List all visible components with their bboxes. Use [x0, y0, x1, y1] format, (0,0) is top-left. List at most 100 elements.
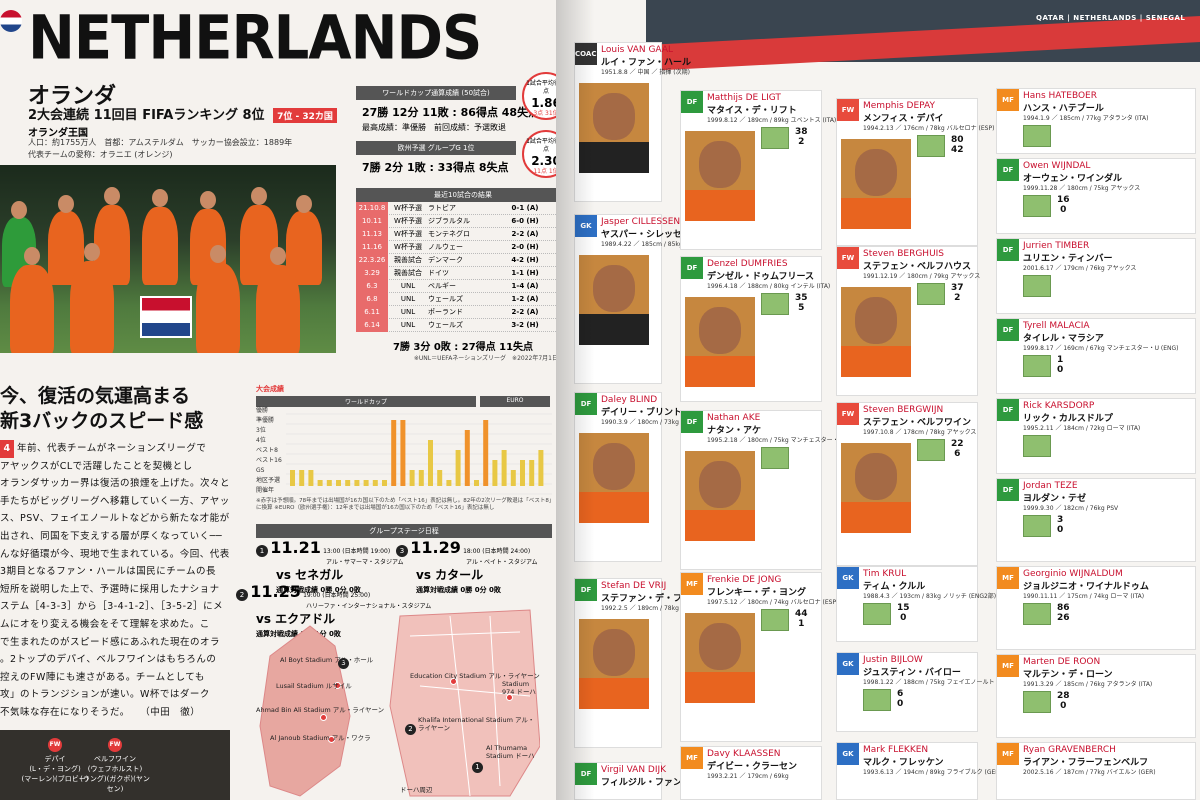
map-label: Stadium 974 ドーハ — [502, 680, 536, 696]
player-face — [593, 93, 635, 140]
doha-map-shape — [389, 609, 541, 797]
position-badge: MF — [997, 89, 1019, 111]
goals-count: 5 — [798, 303, 805, 313]
official-name: オランダ王国 — [28, 128, 88, 139]
venue-dot — [506, 694, 513, 701]
result-score: 1-2 (A) — [511, 295, 539, 303]
results-header: 最近10試合の結果 — [356, 188, 570, 202]
result-row: 3.29 親善試合 ドイツ 1-1 (H) — [356, 266, 570, 280]
tournament-bar — [501, 450, 507, 486]
player-name-en: Nathan AKE — [707, 413, 761, 423]
key-player-sub: (ラング)(ガクポ)(ヤンセン) — [80, 775, 150, 793]
player-face — [699, 141, 741, 188]
circle-value: 2.30 — [531, 154, 561, 168]
goals-count: 0 — [1057, 365, 1064, 375]
player-photo — [841, 139, 911, 229]
match-time: 13:00 (日本時間 19:00) — [323, 548, 391, 555]
player-name-jp: ナタン・アケ — [707, 426, 762, 436]
team-flag-banner — [140, 296, 192, 338]
player-meta: 2002.5.16 ／ 187cm / 77kg バイエルン (GER) — [1023, 769, 1156, 776]
goals-count: 2 — [954, 293, 961, 303]
player-photo — [685, 297, 755, 387]
position-badge: DF — [575, 579, 597, 601]
player-name-en: Louis VAN GAAL — [601, 45, 673, 55]
result-opponent: ベルギー — [428, 282, 456, 290]
wc-record-header: ワールドカップ通算成績 (50試合) — [356, 86, 516, 100]
tournament-row-label: 開催年 — [256, 486, 274, 494]
article-line-text: ムにオをり変える機会をそて理解を求めた。こ — [0, 618, 210, 630]
player-photo — [685, 613, 755, 703]
position-pitch-icon — [761, 447, 789, 469]
result-score: 2-0 (H) — [511, 243, 539, 251]
position-badge: COACH — [575, 43, 602, 65]
player-shirt — [685, 672, 755, 703]
position-badge: GK — [837, 567, 859, 589]
goals-count: 1 — [798, 619, 805, 629]
result-date: 11.13 — [356, 227, 388, 241]
goals-count: 2 — [798, 137, 805, 147]
result-opponent: ウェールズ — [428, 295, 463, 303]
player-photo — [841, 443, 911, 533]
result-score: 0-1 (A) — [511, 204, 539, 212]
result-row: 10.11 W杯予選 ジブラルタル 6-0 (H) — [356, 214, 570, 228]
player-name-en: Tim KRUL — [863, 569, 907, 579]
tab-worldcup: ワールドカップ — [256, 396, 476, 407]
player-name-en: Frenkie DE JONG — [707, 575, 782, 585]
player-name-en: Hans HATEBOER — [1023, 91, 1097, 101]
position-badge: FW — [837, 403, 859, 425]
article-line-text: アヤックスがCLで活躍したことを契機とし — [0, 460, 193, 472]
goals-count: 42 — [951, 145, 964, 155]
position-pitch-icon — [1023, 515, 1051, 537]
player-photo — [579, 83, 649, 173]
player-meta: 1991.3.29 ／ 185cm / 76kg アタランタ (ITA) — [1023, 681, 1153, 688]
result-opponent: ウェールズ — [428, 321, 463, 329]
rank-badge: 7位 - 32カ国 — [273, 108, 337, 123]
key-player-name: デパイ — [44, 755, 66, 763]
player-meta: 1997.10.8 ／ 178cm / 78kg アヤックス — [863, 429, 977, 436]
player-head — [251, 187, 267, 205]
match-record: 通算対戦成績 0勝 0分 0敗 — [276, 586, 361, 594]
match-number: 3 — [396, 545, 408, 557]
result-date: 6.8 — [356, 292, 388, 306]
player-name-jp: ジョルジニオ・ワイナルドゥム — [1023, 582, 1149, 592]
article-line: ス、PSV、フェイエノールトなどから新たな才能が — [0, 510, 238, 528]
map-label: Al Thumama Stadium ドーハ — [486, 744, 535, 760]
position-badge: GK — [837, 743, 859, 765]
match-opponent: vs セネガル — [276, 568, 344, 582]
tab-euro: EURO — [480, 396, 550, 407]
player-shirt — [841, 502, 911, 533]
tournament-bar — [326, 480, 332, 486]
position-pitch-icon — [917, 439, 945, 461]
position-pitch-icon — [917, 283, 945, 305]
player-card: DF Owen WIJNDAL オーウェン・ワインダル 1999.11.28 ／ 18… — [996, 158, 1196, 234]
result-date: 6.11 — [356, 305, 388, 319]
player-name-en: Davy KLAASSEN — [707, 749, 781, 759]
article-line: 手たちがビッグリーグへ移籍していく一方、アヤッ — [0, 493, 238, 511]
tournament-bar — [400, 420, 406, 486]
article-line-text: 控えのFW陣にも速さがある。チームとしても — [0, 671, 205, 683]
player-card: DF Virgil VAN DIJK フィルジル・ファン・ダイク — [574, 762, 718, 800]
caps-count: 86 — [1057, 603, 1070, 613]
position-pitch-icon — [1023, 603, 1051, 625]
position-badge: MF — [681, 747, 703, 769]
result-date: 10.11 — [356, 214, 388, 228]
caps-count: 6 — [897, 689, 904, 699]
tournament-bar — [483, 420, 489, 486]
player-card: FW Memphis DEPAY メンフィス・デパイ 1994.2.13 ／ 176c… — [836, 98, 994, 246]
player-face — [699, 307, 741, 354]
match-venue: アル・サマーマ・スタジアム — [326, 559, 404, 566]
caps-count: 22 — [951, 439, 964, 449]
key-player-sub: (マーレン)(ブロビー) — [21, 775, 89, 783]
article-line: 3期目となるファン・ハールは国民にチームの長 — [0, 563, 238, 581]
tournament-row-label: 準優勝 — [256, 416, 274, 424]
result-category: UNL — [400, 308, 416, 316]
article-line: 攻」のトランジションが速い。W杯ではダーク — [0, 686, 238, 704]
tournament-bar — [464, 430, 470, 486]
match-time: 18:00 (日本時間 24:00) — [463, 548, 531, 555]
player-head — [58, 195, 74, 213]
circle-sub: 11点 1位 — [533, 168, 559, 175]
article-line: ステム［4-3-3］から［3-4-1-2］、［3-5-2］にメ — [0, 598, 238, 616]
article-line-text: 年前、代表チームがネーションズリーグで — [17, 443, 207, 454]
result-row: 11.13 W杯予選 モンテネグロ 2-2 (A) — [356, 227, 570, 241]
recent-results: 最近10試合の結果 21.10.8 W杯予選 ラトビア 0-1 (A) 10.11 W杯予… — [356, 188, 570, 362]
